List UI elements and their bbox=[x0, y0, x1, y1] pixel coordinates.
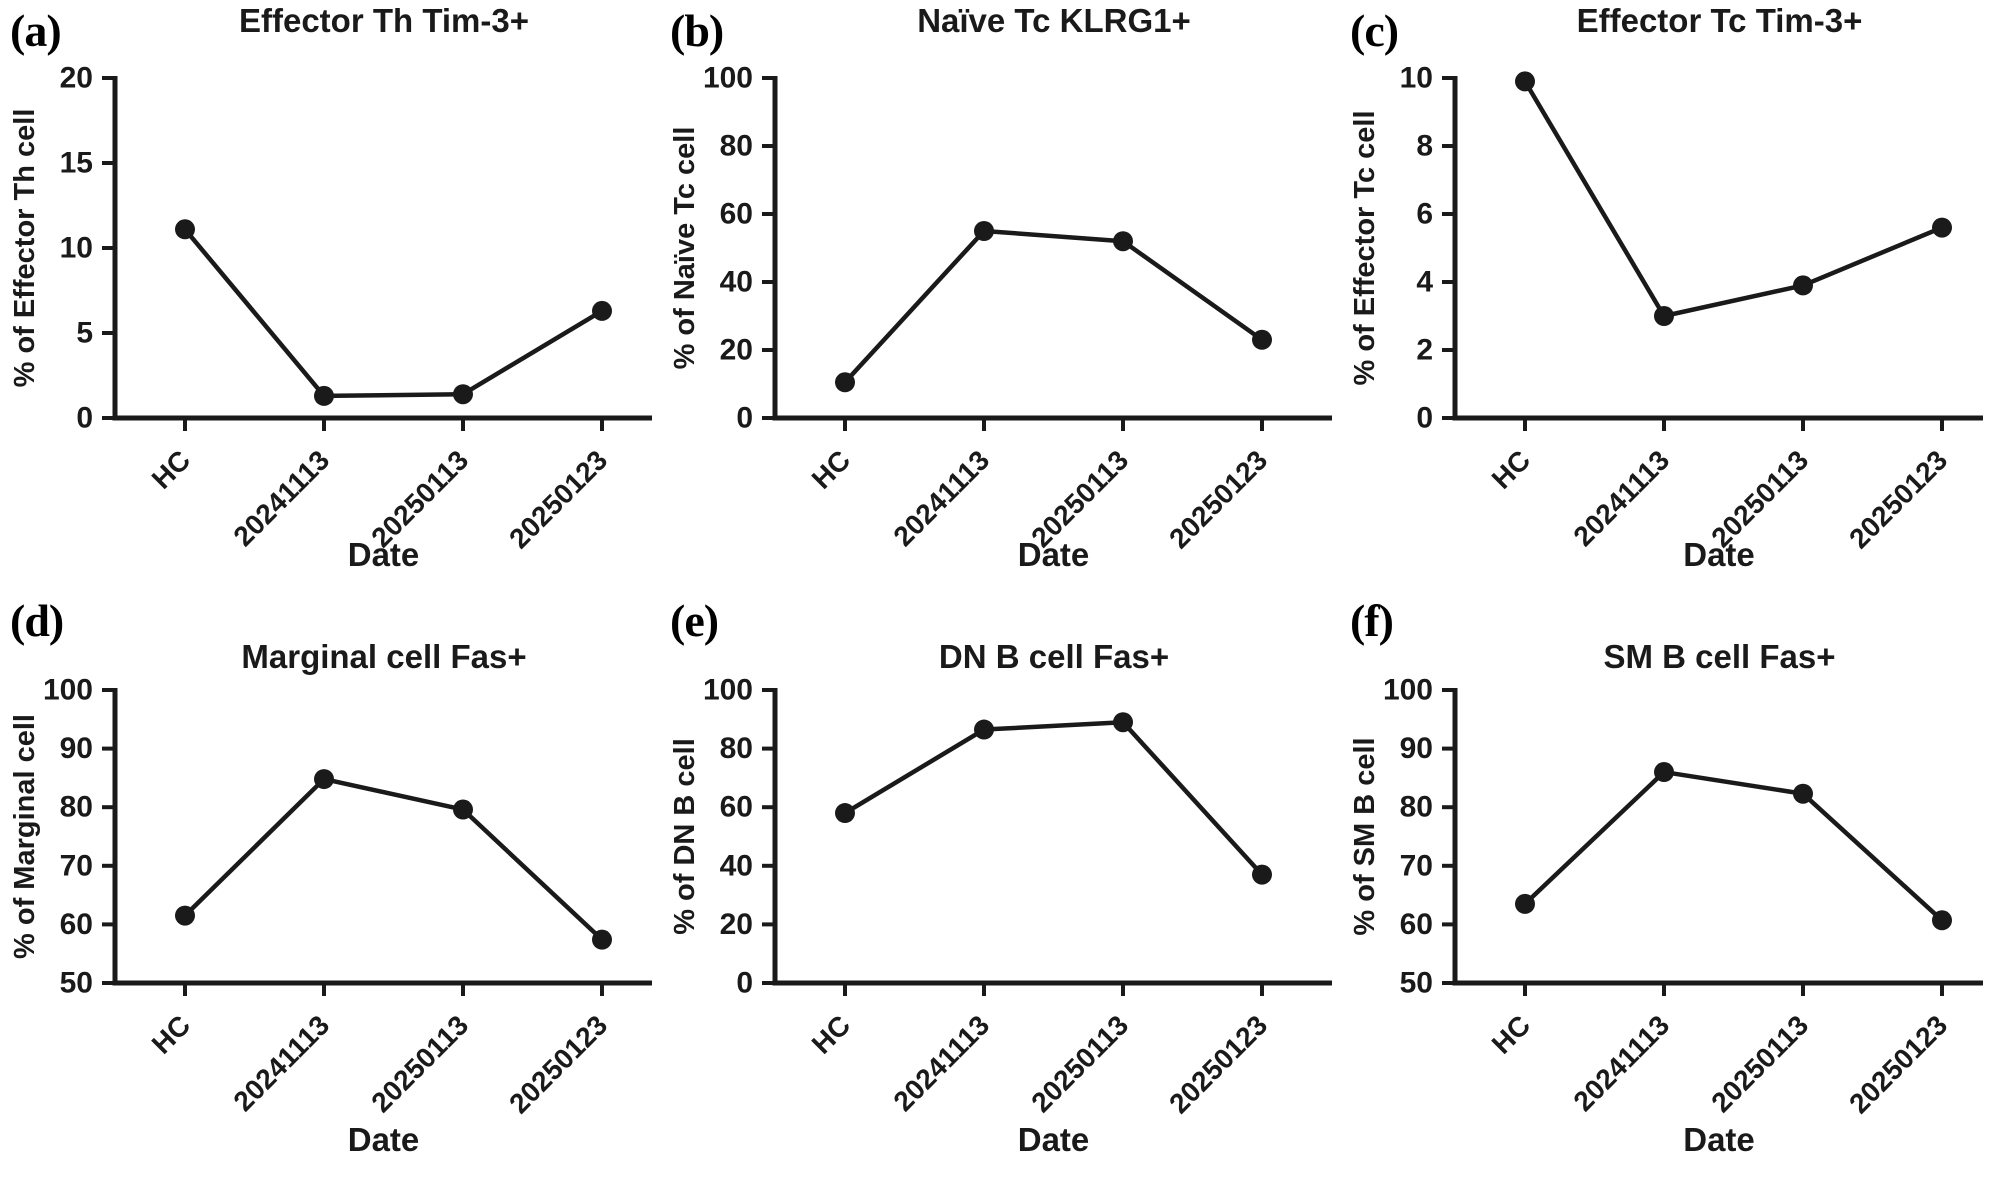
svg-text:6: 6 bbox=[1416, 198, 1433, 231]
svg-text:70: 70 bbox=[1400, 849, 1433, 882]
svg-text:Date: Date bbox=[1683, 1121, 1755, 1158]
svg-text:60: 60 bbox=[1400, 908, 1433, 941]
chart-title: Naïve Tc KLRG1+ bbox=[917, 2, 1191, 39]
svg-text:10: 10 bbox=[60, 232, 93, 265]
svg-text:15: 15 bbox=[60, 147, 93, 180]
chart-panel-b: (b) Naïve Tc KLRG1+ 0 20 40 60 80 100 HC 202411… bbox=[660, 0, 1340, 590]
chart-title: DN B cell Fas+ bbox=[938, 638, 1170, 675]
svg-text:20241113: 20241113 bbox=[227, 1009, 335, 1117]
svg-text:70: 70 bbox=[60, 849, 93, 882]
svg-text:20241113: 20241113 bbox=[887, 444, 995, 552]
chart-panel-d: (d) Marginal cell Fas+ 50 60 70 80 90 100 HC 20… bbox=[0, 590, 660, 1185]
line-chart: 50 60 70 80 90 100 HC 20241113 20250113 20250123%… bbox=[1349, 674, 1983, 1158]
svg-text:% of Effector Tc cell: % of Effector Tc cell bbox=[1349, 110, 1381, 385]
svg-text:HC: HC bbox=[1486, 1009, 1537, 1060]
svg-text:0: 0 bbox=[736, 967, 753, 1000]
svg-text:100: 100 bbox=[43, 674, 93, 707]
svg-text:HC: HC bbox=[1486, 444, 1537, 495]
svg-text:% of Effector Th cell: % of Effector Th cell bbox=[9, 109, 41, 388]
svg-text:20250113: 20250113 bbox=[365, 1009, 474, 1118]
svg-text:20241113: 20241113 bbox=[227, 444, 335, 552]
svg-text:20250123: 20250123 bbox=[1843, 1009, 1953, 1119]
svg-text:20250113: 20250113 bbox=[1025, 1009, 1134, 1118]
line-chart: 0 20 40 60 80 100 HC 20241113 20250113 20250123 % … bbox=[669, 674, 1332, 1158]
panel-letter: (a) bbox=[10, 5, 62, 56]
svg-text:HC: HC bbox=[146, 444, 197, 495]
svg-text:50: 50 bbox=[60, 967, 93, 1000]
svg-text:Date: Date bbox=[348, 1121, 420, 1158]
svg-text:20: 20 bbox=[720, 908, 753, 941]
svg-text:40: 40 bbox=[720, 849, 753, 882]
svg-text:80: 80 bbox=[720, 130, 753, 163]
svg-text:20241113: 20241113 bbox=[1567, 1009, 1675, 1117]
svg-text:20250123: 20250123 bbox=[503, 1009, 613, 1119]
svg-text:20250123: 20250123 bbox=[1843, 444, 1953, 554]
svg-text:100: 100 bbox=[1383, 674, 1433, 707]
svg-text:20: 20 bbox=[60, 62, 93, 95]
svg-text:20250113: 20250113 bbox=[1705, 1009, 1814, 1118]
svg-text:0: 0 bbox=[76, 402, 93, 435]
svg-text:% of Marginal cell: % of Marginal cell bbox=[9, 714, 41, 959]
svg-text:20241113: 20241113 bbox=[887, 1009, 995, 1117]
chart-panel-a: (a) Effector Th Tim-3+ 0 5 10 15 20 HC 2024111… bbox=[0, 0, 660, 590]
svg-text:80: 80 bbox=[60, 791, 93, 824]
svg-text:5: 5 bbox=[76, 317, 93, 350]
svg-text:80: 80 bbox=[720, 732, 753, 765]
chart-panel-c: (c) Effector Tc Tim-3+ 0 2 4 6 8 10 HC 20241113… bbox=[1340, 0, 1991, 590]
svg-text:0: 0 bbox=[736, 402, 753, 435]
svg-text:20250123: 20250123 bbox=[1163, 444, 1273, 554]
svg-text:HC: HC bbox=[806, 444, 857, 495]
svg-text:Date: Date bbox=[1018, 1121, 1090, 1158]
svg-text:60: 60 bbox=[720, 791, 753, 824]
svg-text:60: 60 bbox=[60, 908, 93, 941]
svg-text:4: 4 bbox=[1416, 266, 1433, 299]
svg-text:8: 8 bbox=[1416, 130, 1433, 163]
panel-letter: (d) bbox=[10, 595, 64, 646]
svg-text:2: 2 bbox=[1416, 334, 1433, 367]
svg-text:50: 50 bbox=[1400, 967, 1433, 1000]
chart-panel-e: (e) DN B cell Fas+ 0 20 40 60 80 100 HC 2024111… bbox=[660, 590, 1340, 1185]
chart-title: Effector Th Tim-3+ bbox=[238, 2, 530, 39]
chart-title: Marginal cell Fas+ bbox=[241, 638, 527, 675]
svg-text:20250123: 20250123 bbox=[1163, 1009, 1273, 1119]
svg-text:100: 100 bbox=[703, 674, 753, 707]
svg-text:Date: Date bbox=[1018, 536, 1090, 573]
svg-text:0: 0 bbox=[1416, 402, 1433, 435]
svg-text:% of DN B cell: % of DN B cell bbox=[669, 738, 701, 935]
panel-letter: (e) bbox=[670, 595, 719, 646]
svg-text:20: 20 bbox=[720, 334, 753, 367]
svg-text:Date: Date bbox=[348, 536, 420, 573]
svg-text:90: 90 bbox=[60, 732, 93, 765]
svg-text:40: 40 bbox=[720, 266, 753, 299]
line-chart: 50 60 70 80 90 100 HC 20241113 20250113 20250123%… bbox=[9, 674, 652, 1158]
panel-letter: (c) bbox=[1350, 5, 1399, 56]
panel-letter: (b) bbox=[670, 5, 724, 56]
chart-title: SM B cell Fas+ bbox=[1603, 638, 1836, 675]
svg-text:HC: HC bbox=[806, 1009, 857, 1060]
svg-text:60: 60 bbox=[720, 198, 753, 231]
chart-title: Effector Tc Tim-3+ bbox=[1576, 2, 1863, 39]
svg-text:HC: HC bbox=[146, 1009, 197, 1060]
svg-text:100: 100 bbox=[703, 62, 753, 95]
svg-text:% of SM B cell: % of SM B cell bbox=[1349, 737, 1381, 935]
svg-text:% of Naïve Tc cell: % of Naïve Tc cell bbox=[669, 127, 701, 370]
svg-text:20241113: 20241113 bbox=[1567, 444, 1675, 552]
svg-text:10: 10 bbox=[1400, 62, 1433, 95]
chart-panel-f: (f) SM B cell Fas+ 50 60 70 80 90 100 HC 202411… bbox=[1340, 590, 1991, 1185]
svg-text:Date: Date bbox=[1683, 536, 1755, 573]
svg-text:80: 80 bbox=[1400, 791, 1433, 824]
svg-text:90: 90 bbox=[1400, 732, 1433, 765]
panel-letter: (f) bbox=[1350, 595, 1394, 646]
svg-text:20250123: 20250123 bbox=[503, 444, 613, 554]
